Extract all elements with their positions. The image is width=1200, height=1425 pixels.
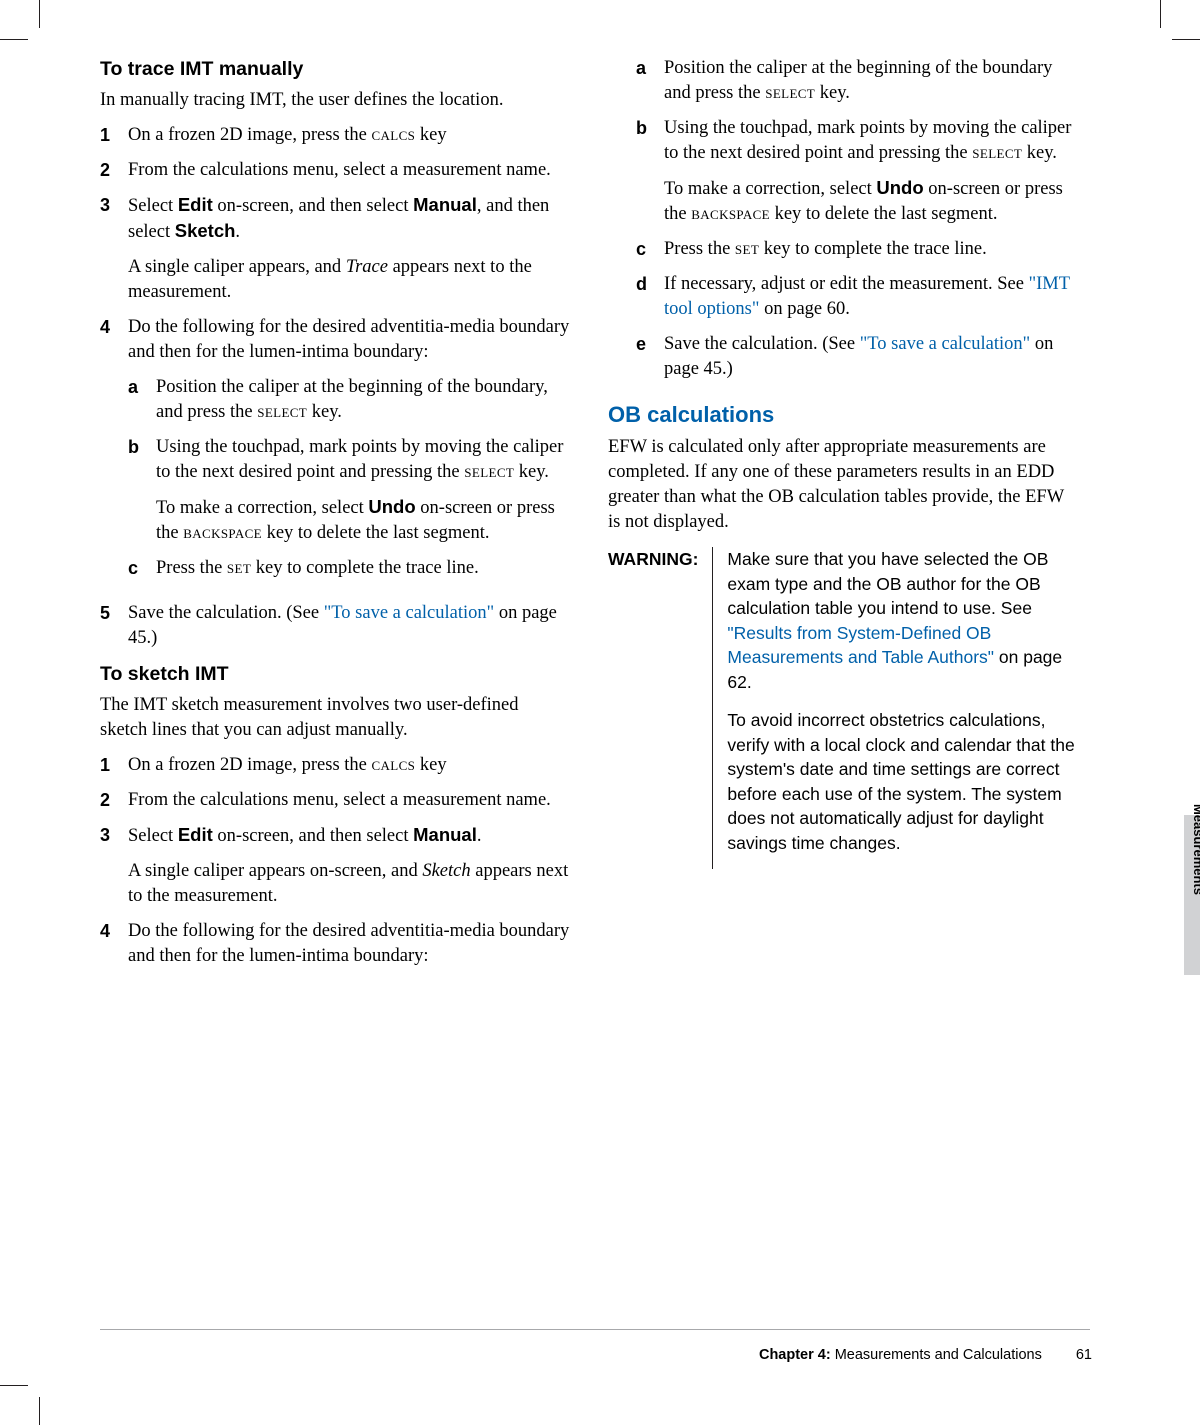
- substep-b: b Using the touchpad, mark points by mov…: [636, 116, 1078, 227]
- warning-box: WARNING: Make sure that you have selecte…: [608, 547, 1078, 869]
- footer-title: Measurements and Calculations: [831, 1347, 1042, 1363]
- step-number: 4: [100, 919, 128, 969]
- step-number: 5: [100, 601, 128, 651]
- step-1: 1 On a frozen 2D image, press the calcs …: [100, 123, 570, 148]
- correction-note: To make a correction, select Undo on-scr…: [664, 176, 1078, 227]
- substep-b: b Using the touchpad, mark points by mov…: [128, 435, 570, 546]
- substep-letter: a: [128, 375, 156, 425]
- substep-a: a Position the caliper at the beginning …: [636, 56, 1078, 106]
- footer-chapter: Chapter 4:: [759, 1347, 831, 1363]
- correction-note: To make a correction, select Undo on-scr…: [156, 495, 570, 546]
- substep-letter: d: [636, 272, 664, 322]
- step-5: 5 Save the calculation. (See "To save a …: [100, 601, 570, 651]
- step-2: 2 From the calculations menu, select a m…: [100, 788, 570, 813]
- left-column: To trace IMT manually In manually tracin…: [100, 56, 570, 979]
- crop-mark: [39, 0, 40, 28]
- footer-rule: [100, 1329, 1090, 1330]
- step-note: A single caliper appears on-screen, and …: [128, 859, 570, 909]
- heading-sketch-imt: To sketch IMT: [100, 661, 570, 687]
- substep-letter: e: [636, 332, 664, 382]
- substep-letter: c: [636, 237, 664, 262]
- link-save-calculation[interactable]: "To save a calculation": [324, 603, 494, 623]
- substep-c: c Press the set key to complete the trac…: [128, 556, 570, 581]
- key-select: select: [765, 83, 815, 103]
- substep-letter: b: [128, 435, 156, 546]
- step-text: Select Edit on-screen, and then select M…: [128, 193, 570, 305]
- step-2: 2 From the calculations menu, select a m…: [100, 158, 570, 183]
- step-number: 1: [100, 753, 128, 778]
- heading-ob-calculations: OB calculations: [608, 400, 1078, 430]
- step-4: 4 Do the following for the desired adven…: [100, 315, 570, 591]
- step-number: 2: [100, 158, 128, 183]
- key-set: set: [227, 558, 251, 578]
- substep-e: e Save the calculation. (See "To save a …: [636, 332, 1078, 382]
- warning-paragraph: To avoid incorrect obstetrics calculatio…: [727, 708, 1078, 855]
- substep-a: a Position the caliper at the beginning …: [128, 375, 570, 425]
- heading-trace-imt: To trace IMT manually: [100, 56, 570, 82]
- crop-mark: [39, 1397, 40, 1425]
- page-content: To trace IMT manually In manually tracin…: [100, 56, 1100, 1336]
- right-column: a Position the caliper at the beginning …: [608, 56, 1078, 979]
- key-backspace: backspace: [691, 204, 770, 224]
- crop-mark: [0, 39, 28, 40]
- step-text: From the calculations menu, select a mea…: [128, 158, 570, 183]
- key-backspace: backspace: [183, 523, 262, 543]
- step-3: 3 Select Edit on-screen, and then select…: [100, 823, 570, 909]
- step-3: 3 Select Edit on-screen, and then select…: [100, 193, 570, 305]
- step-number: 4: [100, 315, 128, 591]
- substep-letter: a: [636, 56, 664, 106]
- intro-paragraph: In manually tracing IMT, the user define…: [100, 88, 570, 113]
- crop-mark: [1172, 39, 1200, 40]
- ob-intro-paragraph: EFW is calculated only after appropriate…: [608, 435, 1078, 535]
- key-select: select: [257, 402, 307, 422]
- step-text: Do the following for the desired adventi…: [128, 315, 570, 591]
- step-number: 3: [100, 823, 128, 909]
- substep-letter: c: [128, 556, 156, 581]
- link-ob-results[interactable]: "Results from System-Defined OB Measurem…: [727, 623, 994, 668]
- warning-paragraph: Make sure that you have selected the OB …: [727, 547, 1078, 694]
- side-tab-label: Measurements: [1191, 804, 1200, 895]
- substep-c: c Press the set key to complete the trac…: [636, 237, 1078, 262]
- substep-letter: b: [636, 116, 664, 227]
- substep-d: d If necessary, adjust or edit the measu…: [636, 272, 1078, 322]
- key-calcs: calcs: [372, 755, 416, 775]
- warning-body: Make sure that you have selected the OB …: [713, 547, 1078, 869]
- step-number: 2: [100, 788, 128, 813]
- step-number: 1: [100, 123, 128, 148]
- step-1: 1 On a frozen 2D image, press the calcs …: [100, 753, 570, 778]
- link-save-calculation[interactable]: "To save a calculation": [860, 334, 1030, 354]
- key-select: select: [972, 143, 1022, 163]
- crop-mark: [0, 1385, 28, 1386]
- footer: Chapter 4: Measurements and Calculations…: [759, 1347, 1092, 1363]
- key-set: set: [735, 239, 759, 259]
- step-number: 3: [100, 193, 128, 305]
- warning-label: WARNING:: [608, 547, 713, 869]
- intro-paragraph: The IMT sketch measurement involves two …: [100, 693, 570, 743]
- footer-page-number: 61: [1076, 1347, 1092, 1363]
- step-text: On a frozen 2D image, press the calcs ke…: [128, 123, 570, 148]
- step-note: A single caliper appears, and Trace appe…: [128, 255, 570, 305]
- key-calcs: calcs: [372, 125, 416, 145]
- key-select: select: [464, 462, 514, 482]
- crop-mark: [1160, 0, 1161, 28]
- step-4: 4 Do the following for the desired adven…: [100, 919, 570, 969]
